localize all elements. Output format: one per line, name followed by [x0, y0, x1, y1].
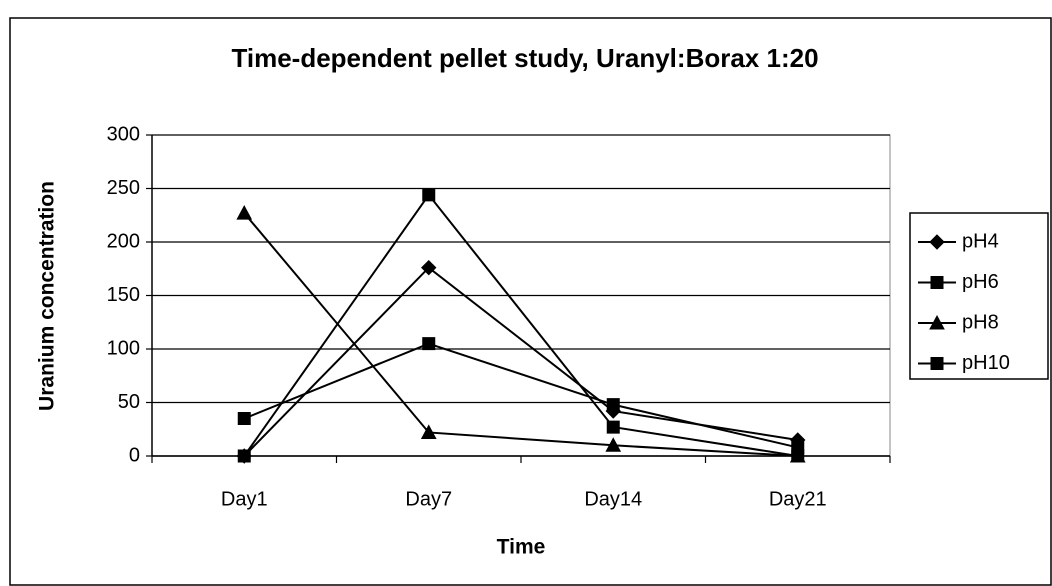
x-tick-label: Day1 — [221, 488, 268, 510]
y-tick-label: 300 — [107, 123, 140, 145]
marker — [606, 420, 620, 434]
marker — [791, 440, 805, 454]
x-tick-label: Day7 — [405, 488, 452, 510]
legend-marker — [930, 276, 944, 289]
y-tick-label: 50 — [118, 391, 140, 413]
legend-label: pH4 — [962, 230, 999, 252]
marker — [421, 259, 437, 276]
marker — [422, 337, 436, 351]
x-tick-label: Day21 — [769, 488, 827, 510]
y-tick-label: 0 — [129, 444, 140, 466]
marker — [605, 437, 622, 452]
marker — [236, 205, 253, 220]
y-tick-label: 100 — [107, 337, 140, 359]
y-tick-label: 200 — [107, 230, 140, 252]
legend-marker — [929, 314, 945, 330]
legend-label: pH6 — [962, 271, 999, 293]
chart-title: Time-dependent pellet study, Uranyl:Bora… — [231, 43, 818, 73]
marker — [237, 412, 251, 426]
y-tick-label: 250 — [107, 177, 140, 199]
legend-label: pH8 — [962, 311, 999, 333]
chart-frame — [9, 17, 1052, 586]
marker — [422, 188, 436, 202]
legend-label: pH10 — [962, 352, 1010, 374]
legend-marker — [930, 357, 944, 370]
x-tick-label: Day14 — [584, 488, 642, 510]
series-line — [243, 342, 798, 449]
x-axis-label: Time — [497, 536, 546, 559]
y-axis-label: Uranium concentration — [36, 181, 59, 411]
marker — [420, 424, 437, 439]
marker — [237, 449, 251, 463]
y-tick-label: 150 — [107, 284, 140, 306]
series-line — [243, 212, 798, 457]
series-line — [243, 193, 798, 457]
legend-marker — [929, 234, 945, 250]
marker — [789, 447, 806, 463]
marker — [606, 398, 620, 412]
